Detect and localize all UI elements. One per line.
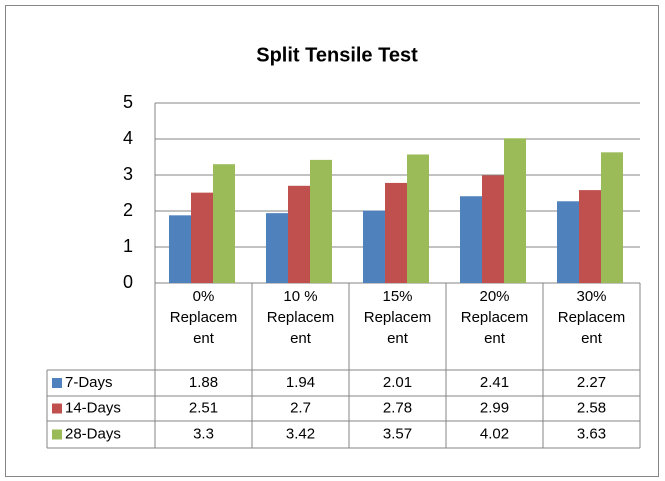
y-tick-label: 1 [123, 236, 133, 256]
x-tick-label: 0% Replacement [169, 288, 238, 347]
x-tick-label: 15% Replacement [363, 288, 432, 347]
bar [579, 190, 601, 283]
bar [213, 164, 235, 283]
bar [266, 213, 288, 283]
table-value: 1.94 [286, 374, 315, 391]
table-value: 3.57 [383, 425, 412, 442]
y-tick-label: 4 [123, 128, 133, 148]
legend-label: 28-Days [65, 425, 121, 442]
table-value: 2.01 [383, 374, 412, 391]
bar [482, 175, 504, 283]
bar [557, 201, 579, 283]
table-value: 2.58 [577, 399, 606, 416]
bar [191, 192, 213, 283]
bar [288, 185, 310, 283]
table-value: 4.02 [480, 425, 509, 442]
bar [407, 154, 429, 283]
table-value: 1.88 [189, 374, 218, 391]
table-value: 2.99 [480, 399, 509, 416]
table-value: 3.3 [193, 425, 214, 442]
chart-title: Split Tensile Test [256, 44, 418, 66]
bar [363, 210, 385, 283]
bar [310, 159, 332, 283]
x-tick-label: 30% Replacement [557, 288, 626, 347]
y-tick-label: 2 [123, 200, 133, 220]
table-value: 2.41 [480, 374, 509, 391]
bar [385, 182, 407, 283]
y-tick-label: 0 [123, 272, 133, 292]
legend-label: 14-Days [65, 399, 121, 416]
table-value: 2.78 [383, 399, 412, 416]
bar [169, 215, 191, 283]
x-tick-label: 20% Replacement [460, 288, 529, 347]
legend-key [52, 429, 62, 440]
bar [460, 196, 482, 283]
table-value: 2.27 [577, 374, 606, 391]
table-value: 3.42 [286, 425, 315, 442]
x-tick-label: 10 % Replacement [266, 288, 335, 347]
legend-key [52, 378, 62, 388]
table-value: 3.63 [577, 425, 606, 442]
bar [601, 152, 623, 283]
y-tick-label: 3 [123, 164, 133, 184]
y-tick-label: 5 [123, 92, 133, 112]
bar [504, 138, 526, 283]
table-value: 2.51 [189, 399, 218, 416]
table-value: 2.7 [290, 399, 311, 416]
legend-label: 7-Days [65, 374, 113, 391]
legend-key [52, 403, 62, 414]
